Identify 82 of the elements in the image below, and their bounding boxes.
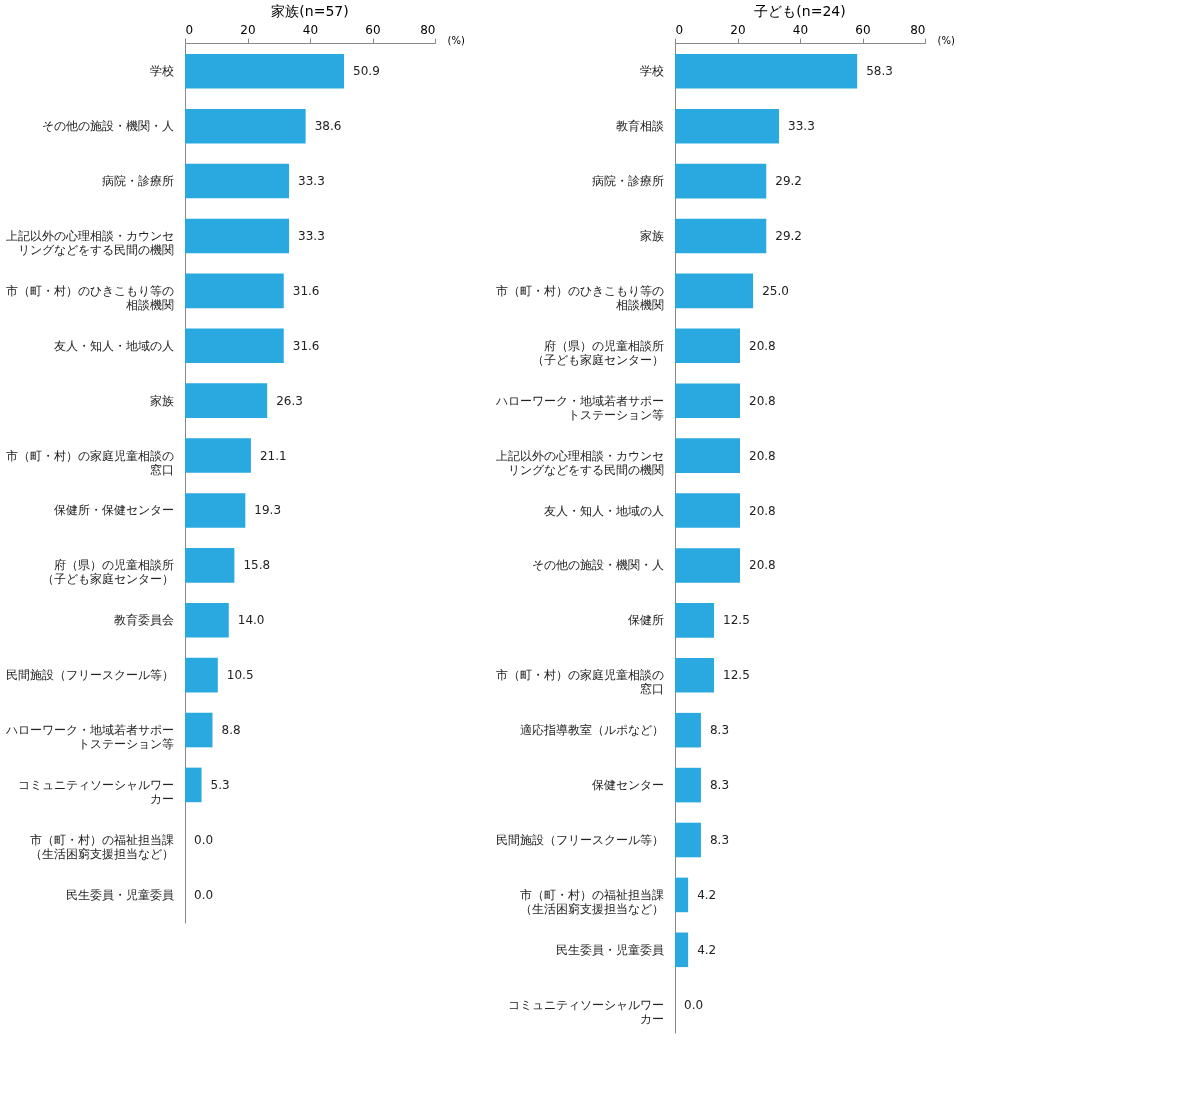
chart-title: 子ども(n=24) <box>754 3 846 19</box>
y-tick-label: 市（町・村）の家庭児童相談の窓口 <box>5 448 174 477</box>
y-tick-label: 民生委員・児童委員 <box>65 887 174 902</box>
x-tick-label: 0 <box>185 22 194 37</box>
y-tick-label: その他の施設・機関・人 <box>531 558 664 573</box>
x-tick-label: 60 <box>365 22 381 37</box>
data-label: 20.8 <box>749 448 776 463</box>
x-tick-label: 20 <box>240 22 256 37</box>
data-label: 8.8 <box>221 723 241 738</box>
y-tick-label: コミュニティソーシャルワーカー <box>17 777 174 806</box>
data-label: 0.0 <box>684 997 704 1012</box>
data-label: 31.6 <box>292 283 320 298</box>
y-tick-label: 上記以外の心理相談・カウンセリングなどをする民間の機関 <box>5 228 174 257</box>
data-label: 5.3 <box>210 777 230 792</box>
y-tick-label: 病院・診療所 <box>101 174 174 189</box>
x-axis-title: (%) <box>447 34 465 46</box>
data-label: 14.0 <box>237 613 265 628</box>
data-label: 29.2 <box>775 229 802 243</box>
y-tick-label: 上記以外の心理相談・カウンセリングなどをする民間の機関 <box>495 448 664 477</box>
y-tick-label: 民生委員・児童委員 <box>555 942 664 957</box>
data-label: 0.0 <box>194 832 214 847</box>
x-axis-title: (%) <box>937 34 955 46</box>
data-label: 8.3 <box>709 833 730 847</box>
data-label: 50.9 <box>353 64 380 79</box>
data-label: 25.0 <box>762 283 789 298</box>
y-tick-label: 保健センター <box>591 778 664 793</box>
y-tick-label: 友人・知人・地域の人 <box>53 338 174 353</box>
y-tick-label: ハローワーク・地域若者サポートステーション等 <box>494 393 664 422</box>
chart-title: 家族(n=57) <box>271 3 349 19</box>
data-label: 19.3 <box>254 503 282 518</box>
y-tick-label: 市（町・村）のひきこもり等の相談機関 <box>5 283 174 312</box>
data-label: 8.3 <box>709 723 730 738</box>
x-tick-label: 80 <box>910 22 926 37</box>
data-label: 31.6 <box>292 338 320 353</box>
data-label: 0.0 <box>194 887 214 902</box>
data-label: 20.8 <box>749 558 776 573</box>
x-tick-label: 60 <box>855 22 871 37</box>
y-tick-label: 保健所・保健センター <box>53 503 174 518</box>
data-label: 20.8 <box>749 503 776 518</box>
y-tick-label: 学校 <box>639 64 664 79</box>
y-tick-label: 学校 <box>149 64 174 79</box>
y-tick-label: 保健所 <box>627 613 664 628</box>
y-tick-label: 教育委員会 <box>113 613 174 628</box>
data-label: 33.3 <box>788 119 815 134</box>
data-label: 29.2 <box>775 174 802 189</box>
x-tick-label: 40 <box>302 22 319 37</box>
y-tick-label: 市（町・村）のひきこもり等の相談機関 <box>495 283 664 312</box>
data-label: 10.5 <box>226 668 254 683</box>
y-tick-label: その他の施設・機関・人 <box>41 119 174 134</box>
y-tick-label: 教育相談 <box>615 119 664 134</box>
data-label: 38.6 <box>314 119 342 134</box>
y-tick-label: 民間施設（フリースクール等） <box>495 833 664 847</box>
data-label: 15.8 <box>243 558 271 573</box>
data-label: 33.3 <box>298 174 325 189</box>
x-tick-label: 0 <box>675 22 684 37</box>
data-label: 21.1 <box>259 448 287 463</box>
y-tick-label: 民間施設（フリースクール等） <box>5 668 174 683</box>
y-tick-label: 家族 <box>149 393 174 408</box>
y-tick-label: 市（町・村）の福祉担当課（生活困窮支援担当など） <box>29 832 174 861</box>
y-tick-label: 友人・知人・地域の人 <box>543 503 664 518</box>
data-label: 58.3 <box>866 64 893 79</box>
y-tick-label: 府（県）の児童相談所（子ども家庭センター） <box>41 558 174 587</box>
y-tick-label: 市（町・村）の福祉担当課（生活困窮支援担当など） <box>519 887 664 916</box>
data-label: 4.2 <box>697 942 717 957</box>
y-tick-label: 病院・診療所 <box>591 174 664 189</box>
data-label: 4.2 <box>697 887 717 902</box>
data-label: 20.8 <box>749 338 776 353</box>
y-tick-label: 適応指導教室（ルポなど） <box>519 723 664 738</box>
data-label: 20.8 <box>749 393 776 408</box>
x-tick-label: 40 <box>792 22 809 37</box>
y-tick-label: ハローワーク・地域若者サポートステーション等 <box>4 723 174 752</box>
data-label: 8.3 <box>709 778 730 793</box>
y-tick-label: 府（県）の児童相談所（子ども家庭センター） <box>531 338 664 367</box>
y-tick-label: コミュニティソーシャルワーカー <box>507 997 664 1026</box>
data-label: 33.3 <box>298 228 325 243</box>
data-label: 26.3 <box>276 393 303 408</box>
y-tick-label: 市（町・村）の家庭児童相談の窓口 <box>495 668 664 697</box>
x-tick-label: 20 <box>730 22 746 37</box>
data-label: 12.5 <box>723 668 750 683</box>
x-tick-label: 80 <box>420 22 436 37</box>
data-label: 12.5 <box>723 613 750 628</box>
y-tick-label: 家族 <box>639 229 664 243</box>
